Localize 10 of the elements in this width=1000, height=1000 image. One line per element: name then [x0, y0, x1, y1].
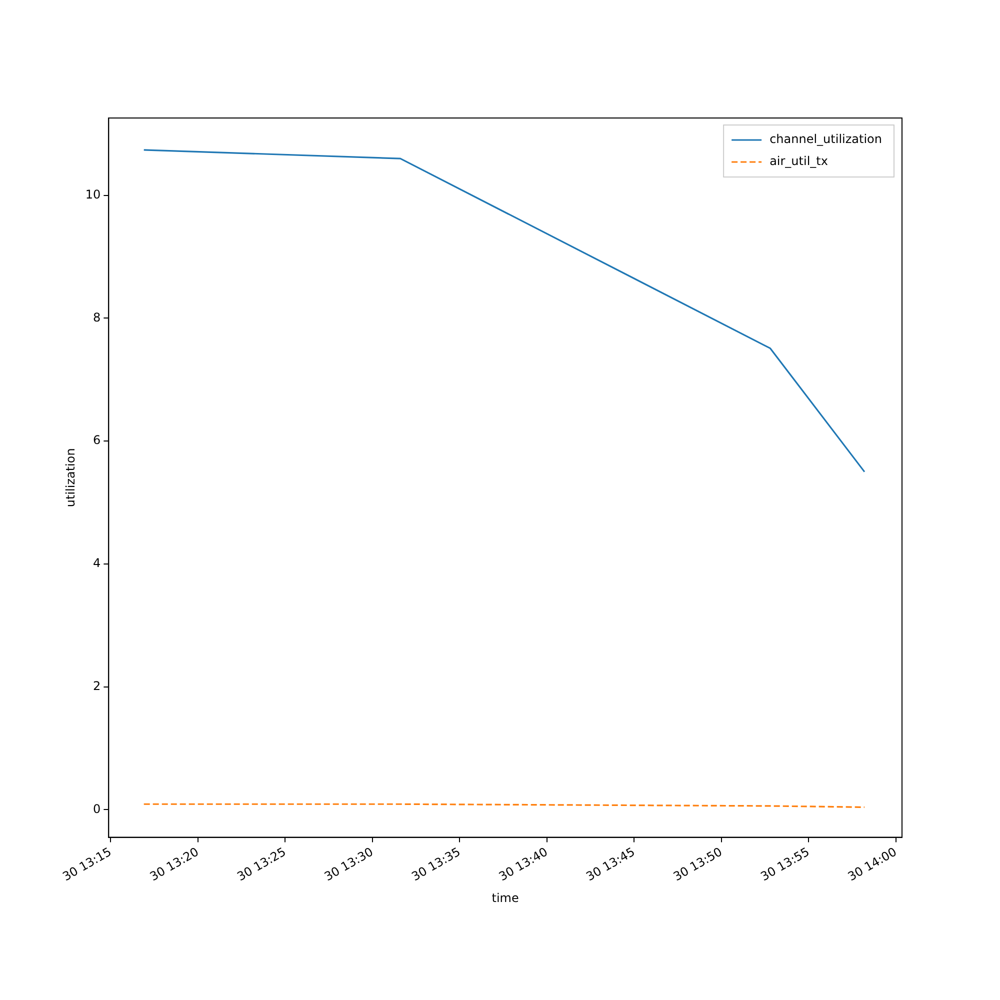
y-tick-label: 0 — [93, 802, 101, 816]
y-tick-label: 4 — [93, 556, 101, 570]
legend-label: channel_utilization — [770, 132, 882, 146]
y-tick-label: 10 — [85, 188, 101, 202]
y-tick-label: 8 — [93, 310, 101, 324]
x-axis-title: time — [492, 890, 519, 905]
y-tick-label: 2 — [93, 678, 101, 693]
y-axis-title: utilization — [63, 448, 78, 508]
legend-label: air_util_tx — [770, 154, 828, 168]
y-tick-label: 6 — [93, 433, 101, 448]
